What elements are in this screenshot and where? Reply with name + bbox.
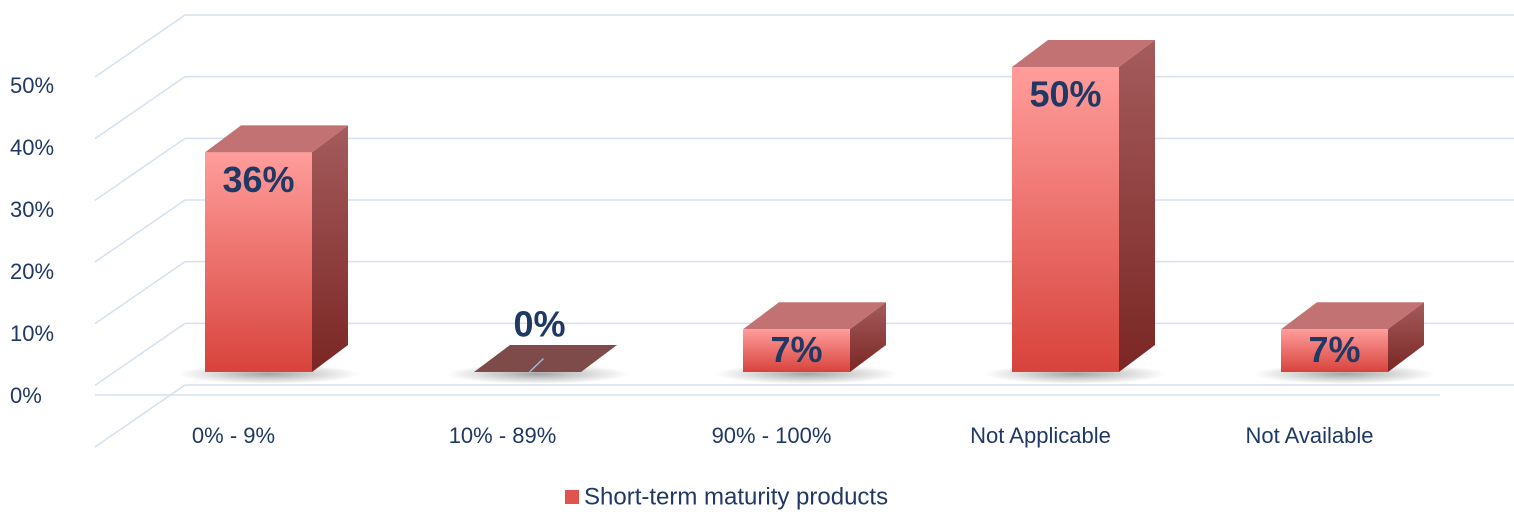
bar-side — [312, 125, 348, 373]
bar — [743, 329, 850, 372]
bar — [1012, 67, 1119, 372]
value-label: 0% — [513, 304, 565, 345]
bar — [205, 152, 312, 372]
grid-line — [94, 199, 186, 263]
value-label: 7% — [1308, 329, 1360, 370]
bar-top — [1281, 302, 1424, 330]
value-label: 50% — [1029, 74, 1101, 115]
x-tick-label: Not Applicable — [970, 423, 1111, 448]
grid-line — [94, 76, 186, 140]
y-tick-label: 0% — [10, 383, 42, 408]
x-tick-label: Not Available — [1245, 423, 1373, 448]
grid-line — [94, 137, 186, 201]
bar-side — [1388, 302, 1424, 372]
value-label: 36% — [222, 159, 294, 200]
bar-top — [1012, 40, 1155, 67]
x-tick-label: 90% - 100% — [712, 423, 832, 448]
grid-line — [94, 14, 186, 78]
grid-line — [94, 322, 186, 386]
x-tick-label: 0% - 9% — [192, 423, 275, 448]
y-tick-label: 50% — [10, 73, 54, 98]
x-tick-label: 10% - 89% — [449, 423, 557, 448]
bar — [1281, 329, 1388, 372]
bar-top — [743, 302, 886, 330]
y-tick-label: 20% — [10, 259, 54, 284]
bar-edge — [528, 357, 545, 373]
bar-top — [205, 125, 348, 153]
y-tick-label: 10% — [10, 321, 54, 346]
value-label: 7% — [770, 329, 822, 370]
bar-top — [474, 345, 617, 372]
bar-side — [1119, 40, 1155, 372]
y-tick-label: 30% — [10, 197, 54, 222]
bar-side — [850, 302, 886, 372]
legend-swatch — [565, 490, 579, 504]
legend-label: Short-term maturity products — [584, 483, 888, 510]
y-tick-label: 40% — [10, 135, 54, 160]
grid-line — [94, 261, 186, 325]
